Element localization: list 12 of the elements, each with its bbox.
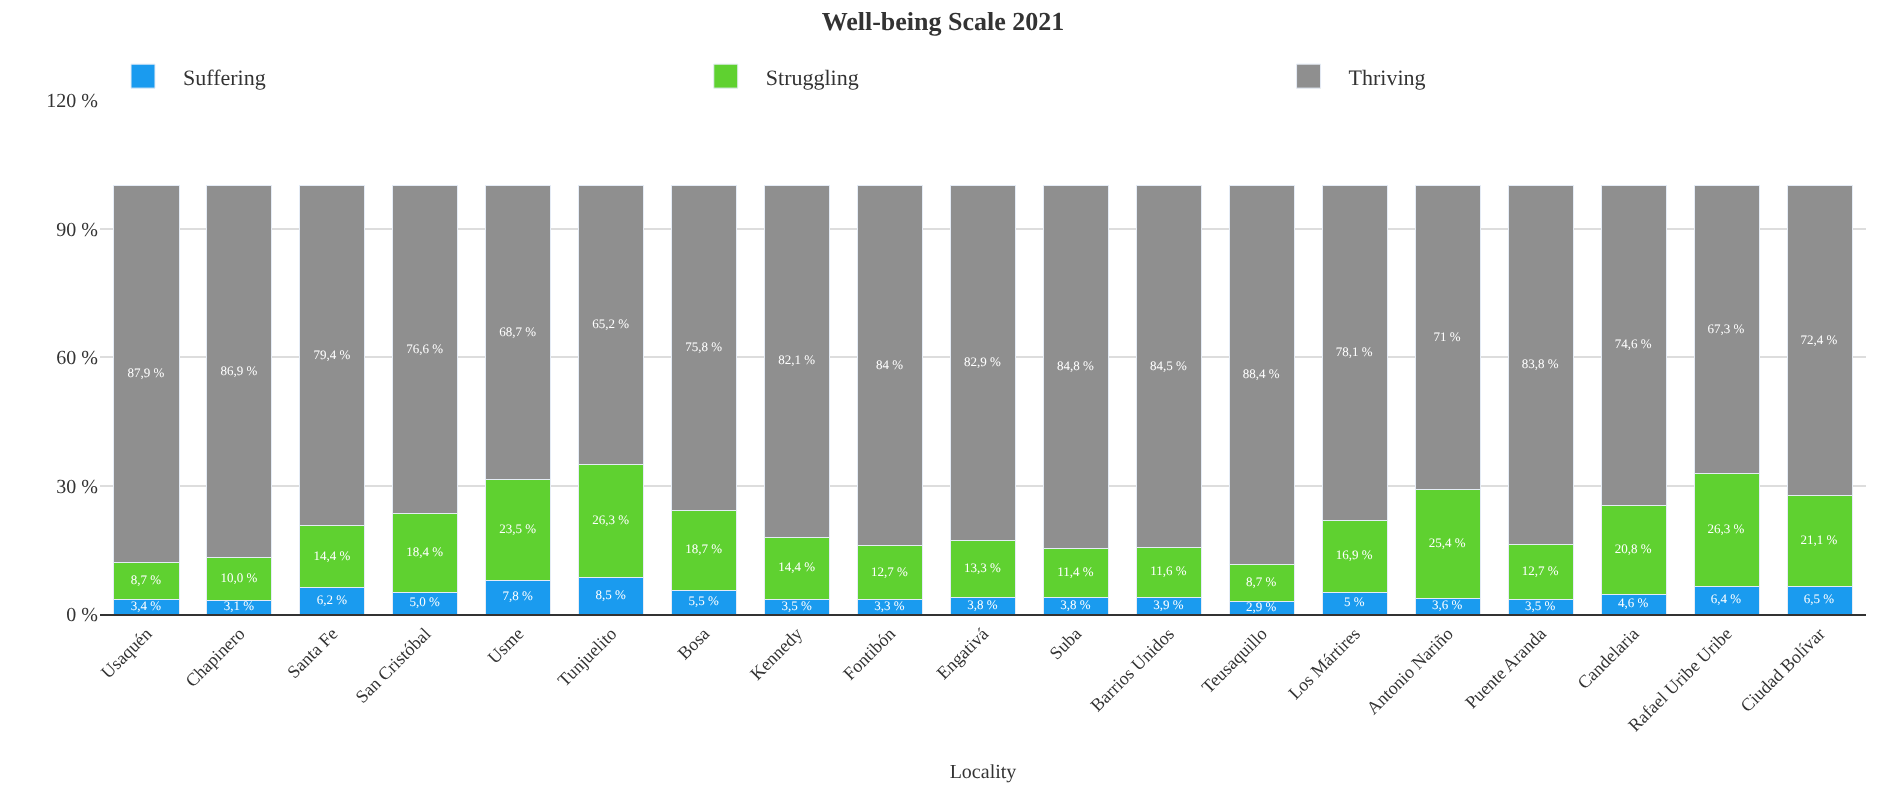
x-axis-title: Locality <box>949 762 1017 785</box>
y-tick-label: 120 % <box>46 91 98 113</box>
x-tick-label: Bosa <box>673 623 714 664</box>
y-tick-label: 60 % <box>56 348 98 370</box>
x-tick-label: Suba <box>1045 623 1086 664</box>
y-tick-label: 30 % <box>56 476 98 499</box>
legend-label: Thriving <box>1348 66 1427 91</box>
legend-label: Suffering <box>183 66 267 91</box>
y-tick-label: 90 % <box>56 219 98 242</box>
y-tick-label: 0 % <box>66 605 98 627</box>
chart-title: Well-being Scale 2021 <box>821 6 1065 37</box>
legend-label: Struggling <box>765 66 860 91</box>
